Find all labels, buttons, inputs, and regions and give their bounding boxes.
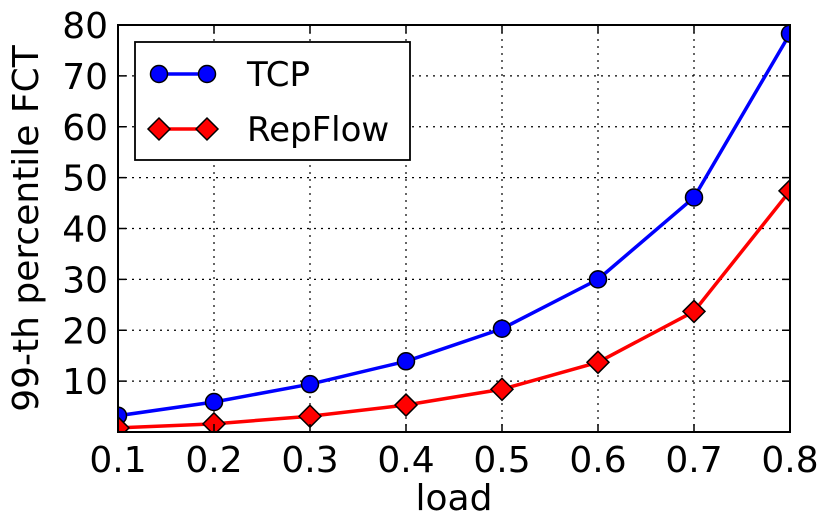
series-repflow	[118, 178, 790, 432]
y-tick-label: 20	[62, 311, 108, 352]
legend-marker	[149, 64, 169, 84]
x-tick-label: 0.4	[377, 440, 434, 481]
data-point	[681, 299, 707, 324]
data-point	[393, 392, 419, 418]
data-point	[684, 188, 704, 207]
data-point	[777, 178, 790, 203]
x-tick-label: 0.3	[281, 440, 338, 481]
axis-ticks	[117, 24, 791, 432]
y-tick-label: 40	[62, 210, 108, 251]
data-point	[297, 404, 323, 429]
legend-marker	[197, 64, 217, 84]
x-tick-label: 0.5	[473, 440, 530, 481]
y-tick-label: 80	[62, 6, 108, 47]
x-tick-label: 0.6	[569, 440, 626, 481]
y-tick-label: 70	[62, 57, 108, 98]
data-point	[300, 374, 320, 394]
legend-label: TCP	[246, 55, 310, 95]
data-point	[201, 411, 227, 432]
data-point	[585, 350, 611, 375]
legend: TCP RepFlow	[134, 41, 411, 161]
y-tick-label: 10	[62, 362, 108, 403]
x-axis-label: load	[416, 478, 493, 519]
y-tick-labels: 10 20 30 40 50 60 70 80	[62, 6, 108, 403]
legend-entry: TCP	[149, 55, 310, 95]
data-point	[204, 392, 224, 412]
legend-marker	[146, 116, 172, 142]
x-tick-label: 0.7	[665, 440, 722, 481]
grid-lines	[118, 25, 790, 432]
data-point	[588, 270, 608, 289]
data-point	[118, 415, 131, 432]
y-tick-label: 50	[62, 159, 108, 200]
x-tick-label: 0.1	[89, 440, 146, 481]
legend-frame	[134, 41, 411, 161]
data-point	[396, 352, 416, 371]
x-tick-label: 0.8	[761, 440, 818, 481]
x-tick-labels: 0.1 0.2 0.3 0.4 0.5 0.6 0.7 0.8	[89, 440, 818, 481]
series-line	[118, 189, 790, 430]
y-axis-label: 99-th percentile FCT	[6, 44, 47, 411]
series-layer	[118, 25, 790, 432]
data-point	[489, 377, 515, 402]
series-line	[118, 32, 790, 418]
x-tick-label: 0.2	[185, 440, 242, 481]
y-tick-label: 30	[62, 260, 108, 301]
legend-label: RepFlow	[247, 110, 389, 150]
data-point	[492, 319, 512, 338]
y-tick-label: 60	[62, 108, 108, 149]
data-point	[780, 25, 790, 43]
legend-marker	[194, 116, 220, 142]
legend-entry: RepFlow	[146, 110, 389, 150]
